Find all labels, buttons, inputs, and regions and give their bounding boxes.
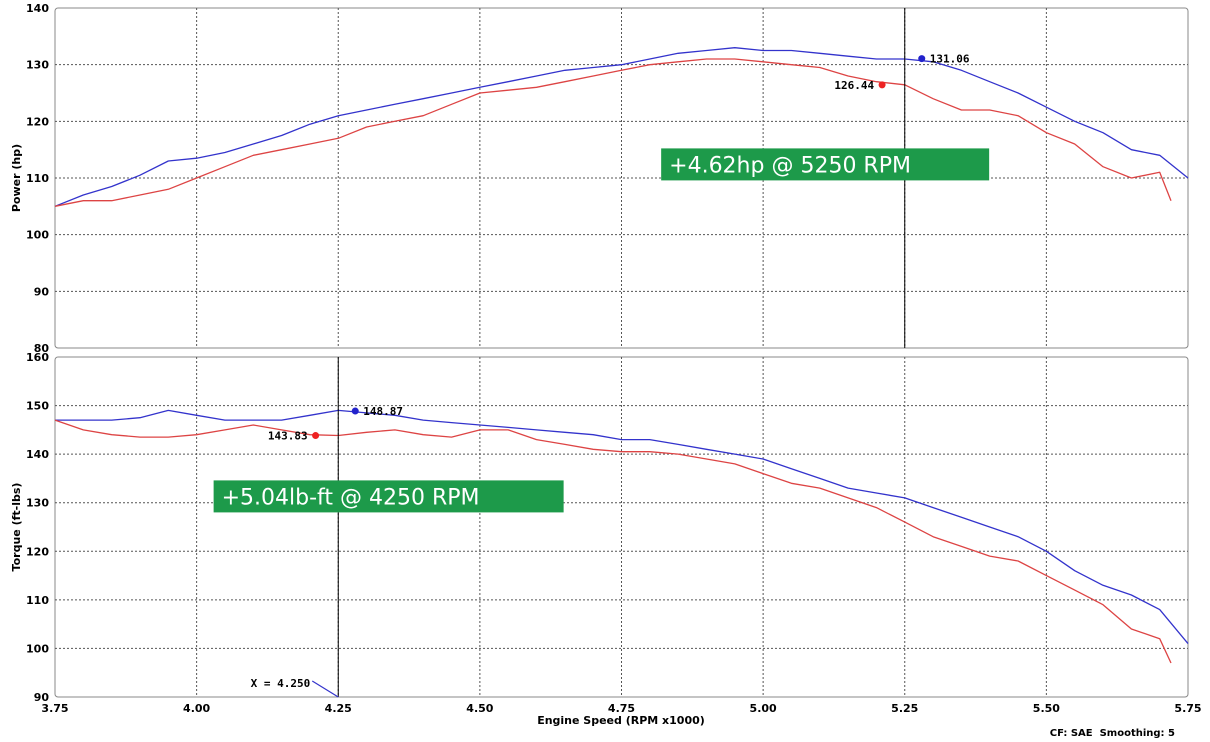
- cursor-readout: X = 4.250: [251, 677, 311, 690]
- power-y-tick-label: 100: [26, 229, 49, 242]
- footer-settings: CF: SAE Smoothing: 5: [1050, 728, 1175, 739]
- torque-series-red-line: [54, 419, 1172, 664]
- x-tick-label: 4.50: [466, 702, 493, 715]
- torque-y-tick-label: 150: [26, 400, 49, 413]
- power-marker-label: 126.44: [834, 79, 874, 92]
- torque-y-tick-label: 160: [26, 351, 49, 364]
- torque-marker-blue: [351, 407, 359, 415]
- power-axis-title: Power (hp): [10, 144, 23, 212]
- power-y-tick-label: 130: [26, 59, 49, 72]
- torque-y-tick-label: 130: [26, 497, 49, 510]
- x-tick-label: 5.25: [891, 702, 918, 715]
- torque-y-tick-label: 140: [26, 448, 49, 461]
- torque-y-tick-label: 110: [26, 594, 49, 607]
- power-gain-banner-text: +4.62hp @ 5250 RPM: [669, 153, 911, 178]
- x-tick-label: 5.75: [1174, 702, 1201, 715]
- x-axis-title: Engine Speed (RPM x1000): [537, 714, 705, 727]
- torque-y-tick-label: 90: [34, 691, 50, 704]
- power-marker-label: 131.06: [930, 53, 970, 66]
- power-y-tick-label: 90: [34, 285, 50, 298]
- x-tick-label: 4.75: [608, 702, 635, 715]
- power-series-red-line: [54, 58, 1172, 207]
- power-y-tick-label: 140: [26, 2, 49, 15]
- cursor-readout-leader: [311, 680, 339, 698]
- x-tick-label: 5.00: [750, 702, 777, 715]
- power-y-tick-label: 80: [34, 342, 50, 355]
- torque-gain-banner-text: +5.04lb-ft @ 4250 RPM: [222, 485, 480, 510]
- power-y-tick-label: 110: [26, 172, 49, 185]
- torque-marker-label: 143.83: [268, 430, 308, 443]
- torque-gain-banner: [213, 480, 564, 513]
- power-gain-banner: [661, 148, 990, 181]
- power-series-blue-line: [54, 47, 1189, 207]
- x-tick-label: 4.25: [325, 702, 352, 715]
- power-marker-blue: [918, 55, 926, 63]
- torque-axis-title: Torque (ft-lbs): [10, 483, 23, 572]
- power-y-tick-label: 120: [26, 115, 49, 128]
- torque-marker-label: 148.87: [363, 405, 403, 418]
- x-tick-label: 3.75: [41, 702, 68, 715]
- x-tick-label: 5.50: [1033, 702, 1060, 715]
- torque-series-blue-line: [55, 409, 1189, 645]
- power-marker-red: [878, 81, 886, 89]
- x-tick-label: 4.00: [183, 702, 210, 715]
- torque-y-tick-label: 100: [26, 642, 49, 655]
- torque-marker-red: [312, 432, 320, 440]
- torque-y-tick-label: 120: [26, 545, 49, 558]
